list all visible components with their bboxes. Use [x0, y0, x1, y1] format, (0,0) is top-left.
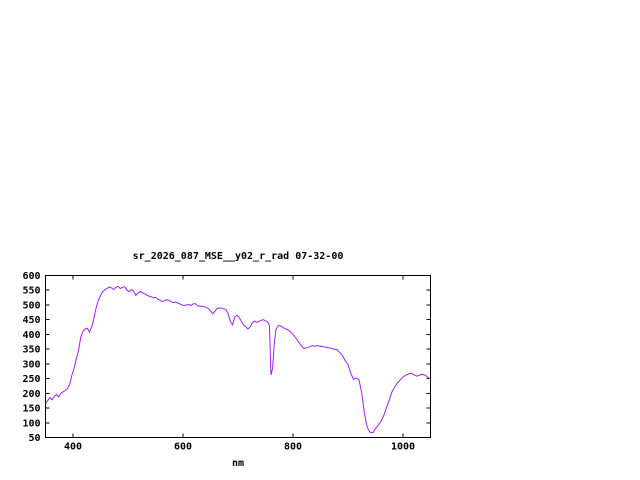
x-tick-label: 600: [174, 442, 192, 453]
y-tick-label: 250: [22, 374, 40, 385]
axis-ticks: [45, 275, 431, 438]
y-tick-label: 550: [22, 286, 40, 297]
y-tick-label: 100: [22, 418, 40, 429]
x-tick-label: 400: [64, 442, 82, 453]
y-tick-label: 600: [22, 271, 40, 282]
plot-frame: [45, 275, 431, 438]
y-tick-label: 150: [22, 404, 40, 415]
data-line: [45, 285, 431, 434]
x-tick-label: 1000: [391, 442, 415, 453]
y-tick-label: 500: [22, 300, 40, 311]
y-tick-label: 200: [22, 389, 40, 400]
y-tick-label: 300: [22, 359, 40, 370]
y-tick-label: 450: [22, 315, 40, 326]
x-tick-label: 800: [284, 442, 302, 453]
x-axis-label: nm: [232, 458, 244, 469]
chart-title: sr_2026_087_MSE__y02_r_rad 07-32-00: [133, 251, 344, 262]
y-tick-label: 50: [28, 433, 40, 444]
tick-labels: 400 600 800 1000 50 100 150 200 250 300 350 400 450 5…: [22, 271, 415, 453]
y-tick-label: 400: [22, 330, 40, 341]
y-tick-label: 350: [22, 345, 40, 356]
